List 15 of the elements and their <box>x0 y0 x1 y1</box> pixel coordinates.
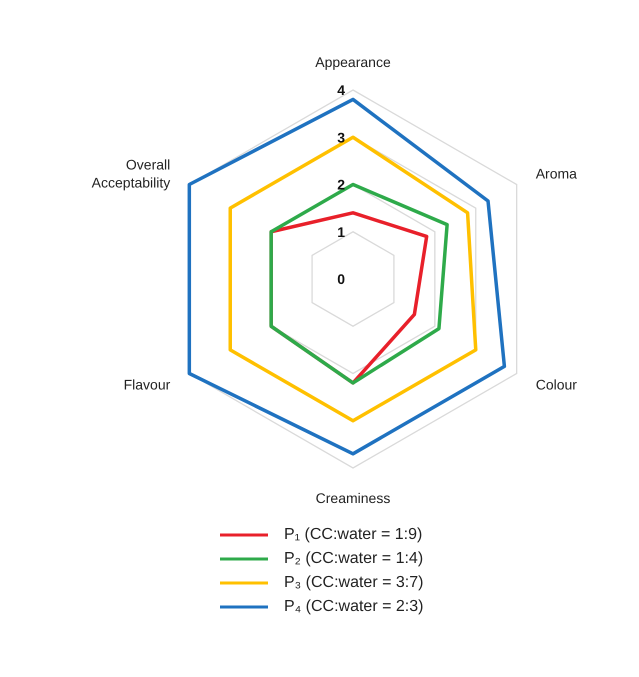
legend-label: P₁ (CC:water = 1:9) <box>284 526 422 544</box>
legend-label: P₂ (CC:water = 1:4) <box>284 550 424 568</box>
y-tick-label: 2 <box>337 176 346 192</box>
y-tick-label: 3 <box>337 129 346 146</box>
spoke-label: Colour <box>536 376 578 392</box>
spoke-label: Creaminess <box>316 490 390 506</box>
y-tick-label: 4 <box>337 82 346 98</box>
y-tick-label: 1 <box>337 224 346 240</box>
spoke-label: Overall Acceptability <box>92 156 170 190</box>
spoke-label: Flavour <box>124 376 171 392</box>
legend-label: P₃ (CC:water = 3:7) <box>284 574 424 592</box>
spoke-label: Appearance <box>315 54 391 70</box>
spoke-label: Aroma <box>536 166 578 182</box>
y-tick-label: 0 <box>337 271 346 287</box>
legend-label: P₄ (CC:water = 2:3) <box>284 598 424 616</box>
